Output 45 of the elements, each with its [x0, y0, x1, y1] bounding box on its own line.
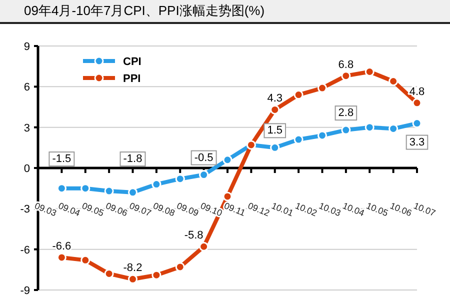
- data-label: -8.2: [123, 262, 142, 274]
- value-label: -1.8: [120, 152, 146, 166]
- value-label: -1.5: [48, 152, 75, 166]
- data-label: 4.3: [267, 92, 283, 105]
- data-label: 1.5: [267, 124, 283, 137]
- x-tick-label: 10.05: [364, 200, 390, 218]
- value-label: 3.3: [406, 134, 428, 150]
- x-tick-label: 09.06: [104, 200, 129, 218]
- data-label: -0.5: [194, 152, 214, 164]
- x-tick-label: 09.04: [56, 200, 82, 218]
- data-label: 2.8: [338, 107, 354, 120]
- y-tick-label: -3: [20, 204, 30, 216]
- legend-label: CPI: [123, 56, 142, 68]
- x-tick-label: 10.06: [388, 200, 414, 218]
- data-label: -1.5: [52, 153, 72, 165]
- x-tick-label: 09.03: [33, 200, 58, 218]
- x-tick-label: 10.04: [341, 200, 366, 218]
- x-tick-label: 10.07: [412, 200, 437, 218]
- x-tick-label: 09.09: [175, 200, 200, 218]
- data-label: 3.3: [409, 136, 425, 148]
- y-tick-label: 6: [24, 82, 30, 94]
- legend-label: PPI: [123, 73, 141, 85]
- value-label: 1.5: [264, 123, 286, 138]
- x-tick-label: 10.02: [294, 200, 318, 218]
- y-tick-label: -9: [20, 285, 30, 297]
- x-tick-label: 10.01: [270, 200, 295, 218]
- chart-title: 09年4月-10年7月CPI、PPI涨幅走势图(%): [24, 3, 265, 18]
- x-tick-label: 09.10: [199, 200, 224, 218]
- value-label: 2.8: [334, 106, 358, 121]
- y-tick-label: 9: [24, 41, 30, 53]
- y-tick-label: -6: [20, 244, 30, 256]
- y-tick-label: 0: [24, 163, 30, 175]
- data-label: 6.8: [338, 58, 354, 71]
- y-tick-label: 3: [24, 122, 30, 134]
- x-tick-label: 09.11: [222, 200, 247, 218]
- data-label: 4.8: [409, 86, 425, 98]
- data-label: -5.8: [184, 230, 204, 242]
- x-tick-label: 09.05: [80, 200, 106, 218]
- value-label: -0.5: [190, 150, 217, 166]
- x-tick-label: 09.07: [128, 200, 153, 218]
- data-label: -1.8: [123, 153, 142, 165]
- x-tick-label: 10.03: [318, 200, 342, 218]
- data-label: -6.6: [52, 240, 72, 252]
- x-tick-label: 09.08: [152, 200, 176, 218]
- x-tick-label: 09.12: [246, 200, 272, 218]
